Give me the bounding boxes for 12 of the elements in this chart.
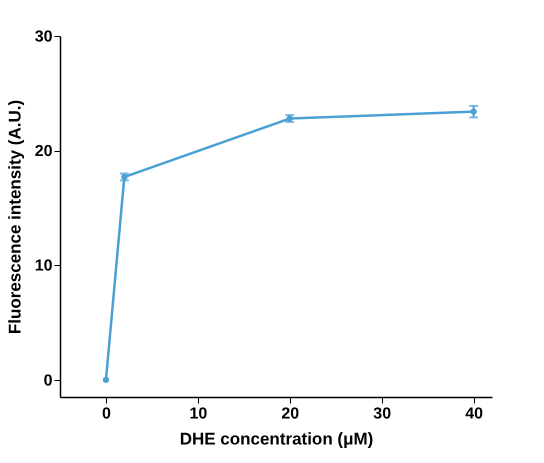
- point: [102, 376, 110, 383]
- x-tick-label: 40: [465, 406, 484, 422]
- y-tick-label: 20: [34, 143, 53, 160]
- x-tick-label: 10: [189, 406, 208, 422]
- y-axis-title: Fluorescence intensity (A.U.): [6, 100, 25, 334]
- y-tick-label: 30: [34, 28, 53, 46]
- x-tick-label: 0: [102, 406, 112, 422]
- y-tick-label: 0: [44, 372, 53, 390]
- x-tick-label: 30: [373, 406, 392, 422]
- x-tick-label: 20: [281, 406, 300, 422]
- y-tick-label: 10: [34, 258, 53, 275]
- x-axis-title: DHE concentration (μM): [180, 430, 374, 448]
